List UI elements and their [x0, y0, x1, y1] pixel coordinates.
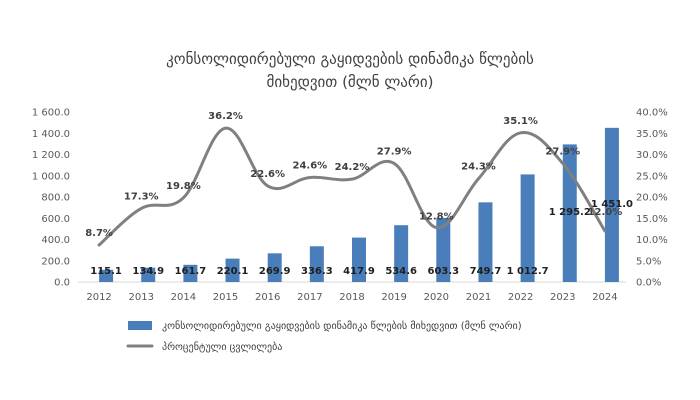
percent-value-label: 8.7%: [85, 228, 113, 239]
bar-value-label: 417.9: [343, 266, 375, 277]
percent-value-label: 36.2%: [208, 111, 243, 122]
chart-title-line-2: მიხედვით (მლნ ლარი): [267, 73, 434, 91]
bar-value-label: 161.7: [175, 266, 207, 277]
left-axis-tick-label: 200.0: [41, 256, 70, 267]
left-axis-tick-label: 0.0: [54, 278, 70, 289]
percent-value-label: 24.2%: [335, 162, 370, 173]
percent-value-label: 35.1%: [503, 116, 538, 127]
bar-value-label: 534.6: [385, 266, 417, 277]
bar-value-label: 603.3: [427, 266, 459, 277]
x-axis-tick-label: 2018: [339, 292, 364, 303]
bar-series: [99, 127, 619, 282]
x-axis-tick-label: 2023: [550, 292, 575, 303]
x-axis-tick-label: 2019: [381, 292, 406, 303]
bar-2015: [225, 258, 240, 282]
bar-value-label: 336.3: [301, 266, 333, 277]
x-axis-tick-label: 2016: [255, 292, 280, 303]
x-axis-tick-label: 2024: [592, 292, 617, 303]
bar-2018: [352, 237, 366, 282]
legend-line-label: პროცენტული ცვლილება: [162, 341, 282, 353]
right-axis-tick-label: 10.0%: [636, 235, 668, 246]
percent-value-label: 24.3%: [461, 162, 496, 173]
x-axis-tick-label: 2021: [466, 292, 491, 303]
left-axis-ticks: 0.0 200.0 400.0 600.0 800.0 1 000.0 1 200.0 1 4…: [32, 108, 70, 289]
x-axis-tick-label: 2020: [424, 292, 449, 303]
legend-bar-swatch: [128, 321, 152, 330]
bar-2024: [604, 127, 619, 282]
percent-value-label: 27.9%: [377, 146, 412, 157]
x-axis-tick-label: 2014: [171, 292, 196, 303]
bar-data-labels: 115.1 134.9 161.7 220.1 269.9 336.3 417.9 534.6…: [90, 199, 633, 277]
left-axis-tick-label: 1 200.0: [32, 150, 70, 161]
right-axis-tick-label: 5.0%: [636, 256, 661, 267]
left-axis-tick-label: 1 400.0: [32, 129, 70, 140]
right-axis-tick-label: 0.0%: [636, 278, 661, 289]
bar-2014: [183, 264, 198, 282]
line-data-labels: 8.7% 17.3% 19.8% 36.2% 22.6% 24.6% 24.2% 27.9% 1…: [85, 111, 622, 239]
bar-value-label: 1 295.2: [549, 207, 591, 218]
bar-value-label: 220.1: [217, 266, 249, 277]
line-series: [97, 126, 607, 247]
legend-bar-label: კონსოლიდირებული გაყიდვების დინამიკა წლებ…: [162, 320, 522, 332]
bar-value-label: 134.9: [132, 266, 164, 277]
bar-2019: [394, 225, 409, 282]
right-axis-tick-label: 40.0%: [636, 108, 668, 119]
percent-value-label: 12.8%: [419, 212, 454, 223]
bar-value-label: 749.7: [470, 266, 502, 277]
bar-2013: [141, 267, 156, 282]
bar-value-label: 269.9: [259, 266, 291, 277]
left-axis-tick-label: 1 000.0: [32, 171, 70, 182]
bar-2022: [520, 174, 535, 282]
x-axis-tick-label: 2022: [508, 292, 533, 303]
right-axis-tick-label: 15.0%: [636, 214, 668, 225]
right-axis-ticks: 0.0% 5.0% 10.0% 15.0% 20.0% 25.0% 30.0% 35.0% 40…: [636, 108, 668, 289]
percent-value-label: 19.8%: [166, 181, 201, 192]
x-axis-tick-label: 2017: [297, 292, 322, 303]
bar-value-label: 1 451.0: [591, 199, 633, 210]
left-axis-tick-label: 1 600.0: [32, 108, 70, 119]
percent-value-label: 12.0%: [588, 207, 623, 218]
bar-value-label: 1 012.7: [507, 266, 549, 277]
x-axis-tick-label: 2015: [213, 292, 238, 303]
x-axis-ticks: 2012 2013 2014 2015 2016 2017 2018 2019 2020 2021…: [86, 292, 617, 303]
right-axis-tick-label: 30.0%: [636, 150, 668, 161]
left-axis-tick-label: 600.0: [41, 214, 70, 225]
percent-value-label: 22.6%: [250, 169, 285, 180]
x-axis-tick-label: 2012: [86, 292, 111, 303]
legend: კონსოლიდირებული გაყიდვების დინამიკა წლებ…: [126, 320, 522, 353]
left-axis-tick-label: 800.0: [41, 193, 70, 204]
left-axis-tick-label: 400.0: [41, 235, 70, 246]
percent-change-line: [97, 126, 607, 247]
right-axis-tick-label: 20.0%: [636, 193, 668, 204]
chart-title-line-1: კონსოლიდირებული გაყიდვების დინამიკა წლებ…: [166, 50, 534, 68]
bar-2017: [309, 246, 324, 282]
bar-2021: [478, 202, 493, 282]
right-axis-tick-label: 35.0%: [636, 129, 668, 140]
x-axis-tick-label: 2013: [129, 292, 154, 303]
percent-value-label: 27.9%: [545, 146, 580, 157]
bar-value-label: 115.1: [90, 266, 122, 277]
right-axis-tick-label: 25.0%: [636, 171, 668, 182]
bar-2016: [267, 253, 282, 282]
bar-2020: [436, 217, 451, 282]
percent-value-label: 24.6%: [292, 160, 327, 171]
bar-2012: [99, 269, 114, 282]
percent-value-label: 17.3%: [124, 191, 159, 202]
